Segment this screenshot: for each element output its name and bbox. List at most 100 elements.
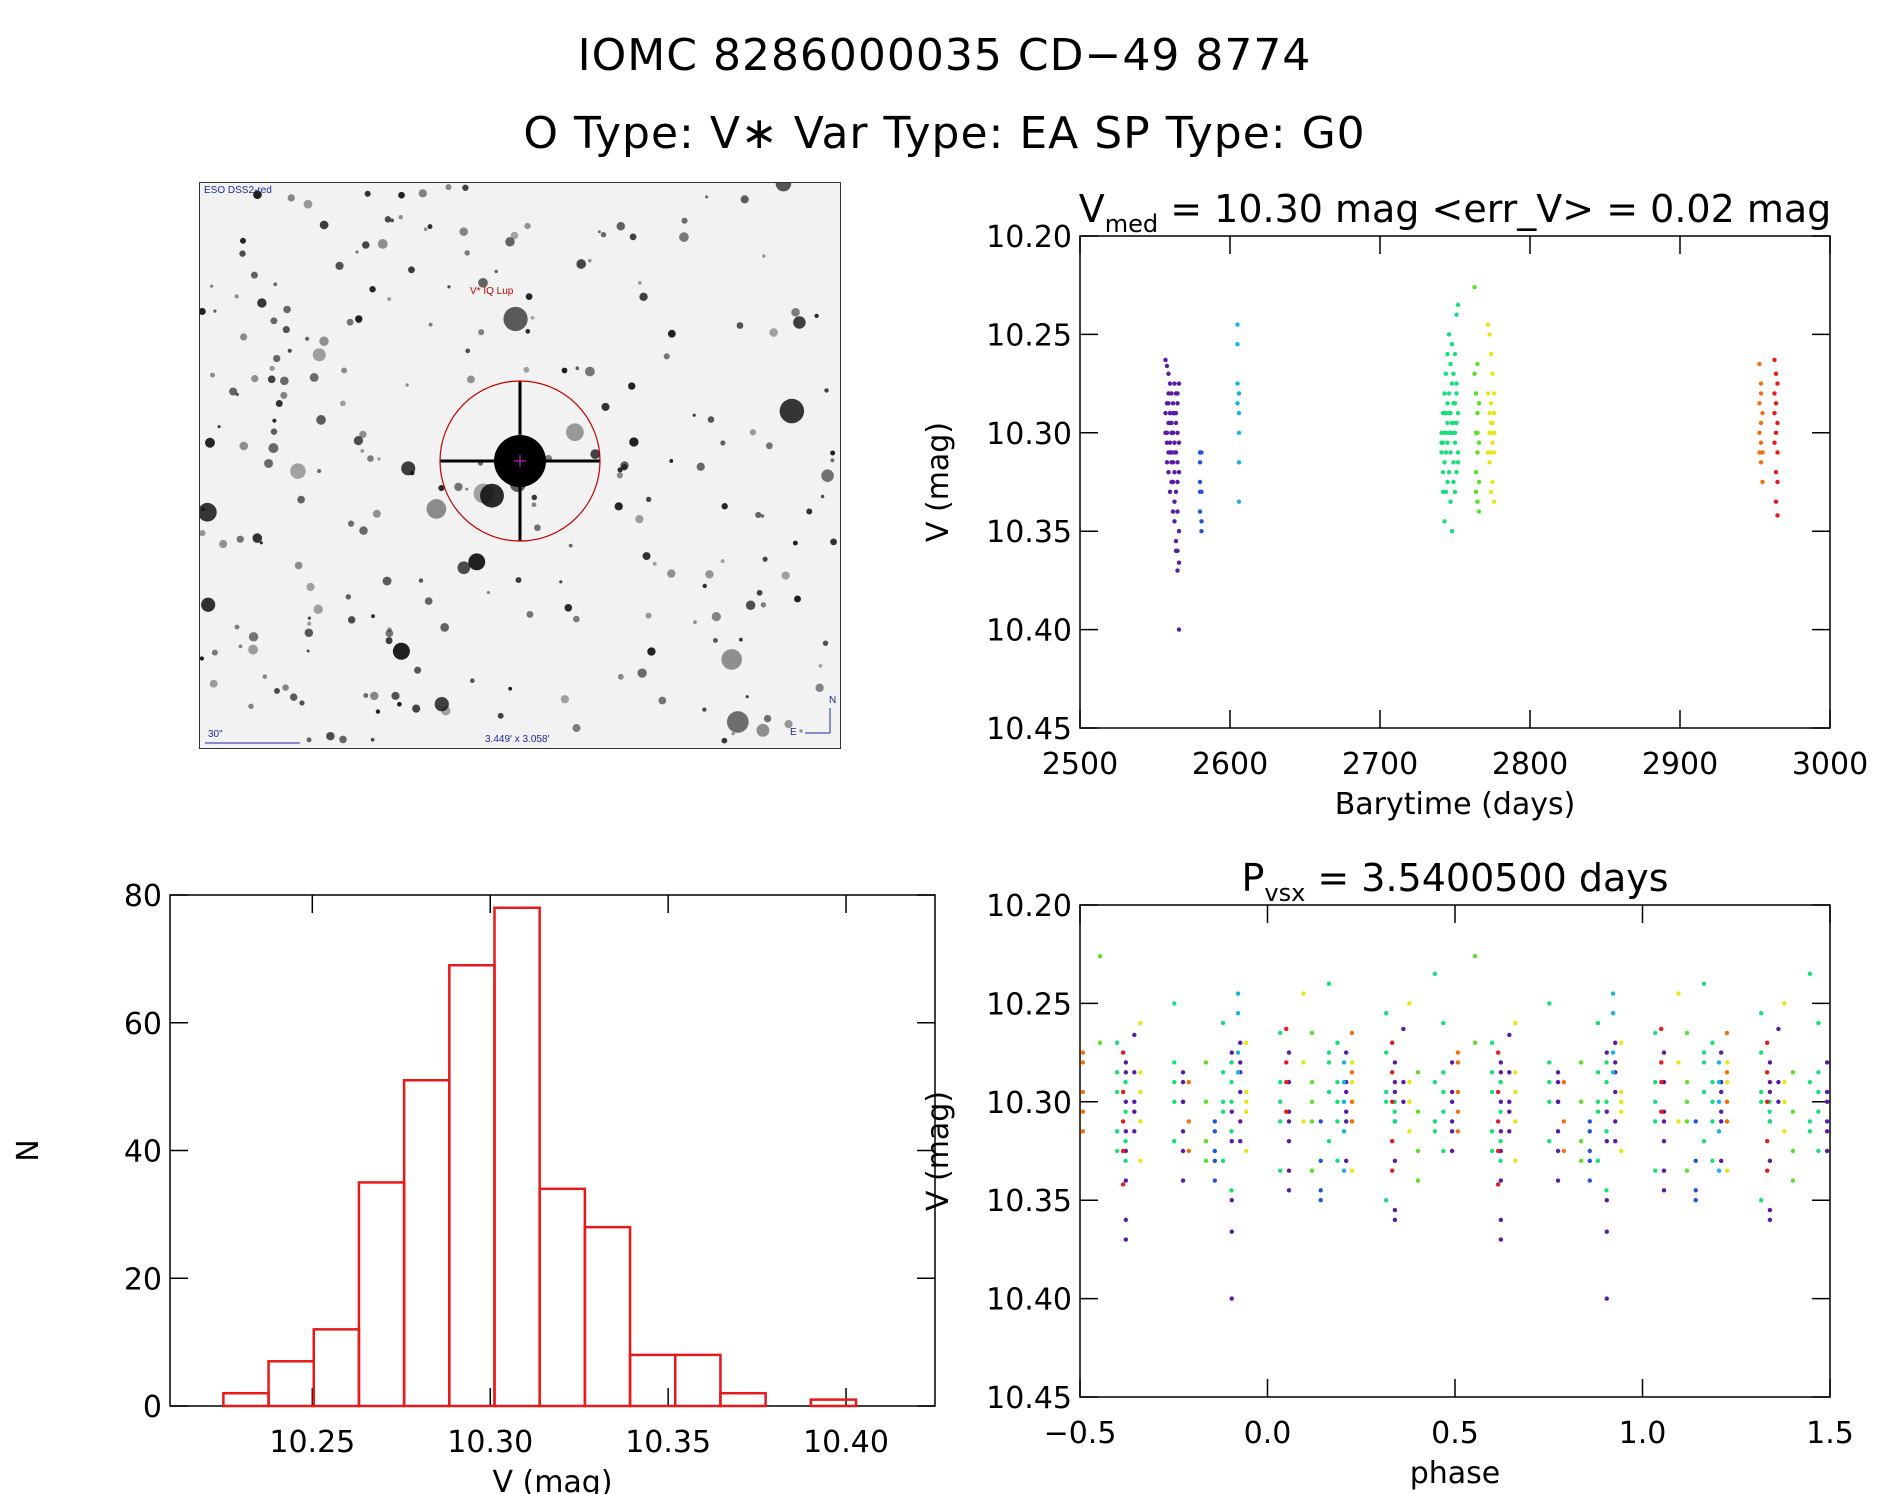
phased-point — [1415, 1109, 1421, 1114]
lightcurve-point — [1487, 332, 1492, 337]
histogram-bar — [222, 1391, 270, 1408]
phased-point — [1341, 1060, 1347, 1065]
phased-point — [1235, 1050, 1241, 1055]
phased-point — [1661, 1138, 1667, 1144]
phased-point — [1309, 1079, 1315, 1085]
finder-star — [305, 336, 310, 341]
phased-point — [1455, 1109, 1461, 1114]
phased-point — [1080, 1089, 1086, 1095]
lightcurve-point — [1197, 479, 1203, 485]
phased-point — [1693, 1188, 1698, 1193]
finder-star — [309, 373, 319, 382]
lightcurve-point — [1775, 479, 1780, 485]
lightcurve-ytick-label: 10.20 — [986, 220, 1072, 255]
phased-point — [1767, 1217, 1773, 1223]
finder-star — [273, 354, 281, 363]
phased-point — [1244, 1109, 1249, 1114]
phased-xtick-label: 0.5 — [1431, 1416, 1479, 1451]
phased-point — [1180, 1079, 1186, 1085]
phased-point — [1309, 1119, 1315, 1124]
phased-point — [1449, 1060, 1455, 1065]
phased-point — [1619, 1099, 1624, 1105]
lightcurve-point — [1772, 391, 1777, 396]
phased-point — [1776, 1099, 1781, 1105]
finder-star — [250, 271, 258, 279]
finder-star — [262, 674, 268, 679]
phased-point — [1392, 1207, 1398, 1213]
finder-star — [369, 691, 379, 701]
phased-point — [1343, 1050, 1349, 1055]
finder-star — [346, 318, 354, 326]
lightcurve-point — [1166, 401, 1171, 406]
phased-point — [1764, 1040, 1770, 1045]
lightcurve-point — [1170, 479, 1176, 485]
phased-point — [1816, 1089, 1821, 1095]
finder-star — [240, 333, 248, 341]
phased-point — [1132, 1129, 1137, 1134]
phased-point — [1229, 1109, 1234, 1114]
lightcurve-point — [1167, 381, 1173, 386]
finder-star — [559, 580, 563, 584]
phased-point — [1507, 1109, 1512, 1114]
phased-point — [1758, 1089, 1764, 1095]
finder-star — [319, 336, 329, 346]
phased-point — [1449, 1148, 1455, 1154]
finder-star — [372, 509, 381, 518]
lightcurve-point — [1440, 440, 1446, 445]
phased-point — [1555, 1099, 1561, 1105]
phased-point — [1816, 1070, 1821, 1075]
lightcurve-point — [1170, 430, 1176, 435]
finder-star — [326, 731, 335, 741]
phased-point — [1132, 1032, 1137, 1038]
phased-point — [1767, 1109, 1772, 1114]
phased-point — [1350, 1079, 1355, 1085]
phased-point — [1318, 1198, 1323, 1203]
finder-star — [253, 190, 262, 200]
phased-point — [1278, 1099, 1283, 1105]
phased-point — [1555, 1099, 1561, 1105]
finder-star — [213, 309, 217, 313]
lightcurve-point — [1163, 430, 1168, 435]
phased-point — [1123, 1148, 1129, 1154]
lightcurve-point — [1235, 381, 1240, 386]
phased-point — [1229, 1129, 1234, 1134]
lightcurve-point — [1775, 381, 1780, 386]
finder-star — [257, 298, 267, 308]
phased-point — [1619, 1089, 1624, 1095]
finder-star — [621, 464, 628, 471]
lightcurve-point — [1449, 342, 1455, 347]
finder-star — [600, 232, 607, 238]
lightcurve-point — [1446, 430, 1452, 435]
finder-star — [360, 448, 365, 453]
finder-star — [815, 683, 824, 692]
phased-point — [1661, 1079, 1667, 1085]
finder-star — [210, 284, 214, 288]
lightcurve-point — [1491, 391, 1497, 396]
phased-point — [1286, 1168, 1292, 1173]
phased-point — [1701, 1089, 1707, 1095]
phased-point — [1659, 1026, 1664, 1032]
finder-star — [784, 719, 793, 729]
lightcurve-point — [1452, 430, 1458, 435]
lightcurve-point — [1173, 420, 1179, 426]
lightcurve-point — [1236, 430, 1242, 435]
phased-point — [1123, 1099, 1129, 1105]
lightcurve-point — [1176, 469, 1182, 475]
finder-target-label: V* IQ Lup — [470, 286, 514, 297]
finder-star — [505, 237, 515, 247]
finder-star — [370, 737, 375, 742]
lightcurve-point — [1476, 401, 1482, 406]
phased-point — [1790, 1148, 1796, 1154]
lightcurve-point — [1491, 450, 1497, 455]
finder-star — [465, 348, 471, 354]
phased-point — [1613, 1138, 1618, 1144]
lightcurve-point — [1164, 363, 1170, 369]
finder-star — [692, 413, 696, 417]
finder-star — [473, 483, 494, 504]
finder-star — [364, 190, 371, 197]
finder-target-circle — [439, 380, 601, 542]
finder-star — [390, 218, 394, 223]
phased-point — [1513, 1158, 1518, 1164]
phased-point — [1407, 1001, 1412, 1006]
phased-point — [1415, 1178, 1421, 1183]
